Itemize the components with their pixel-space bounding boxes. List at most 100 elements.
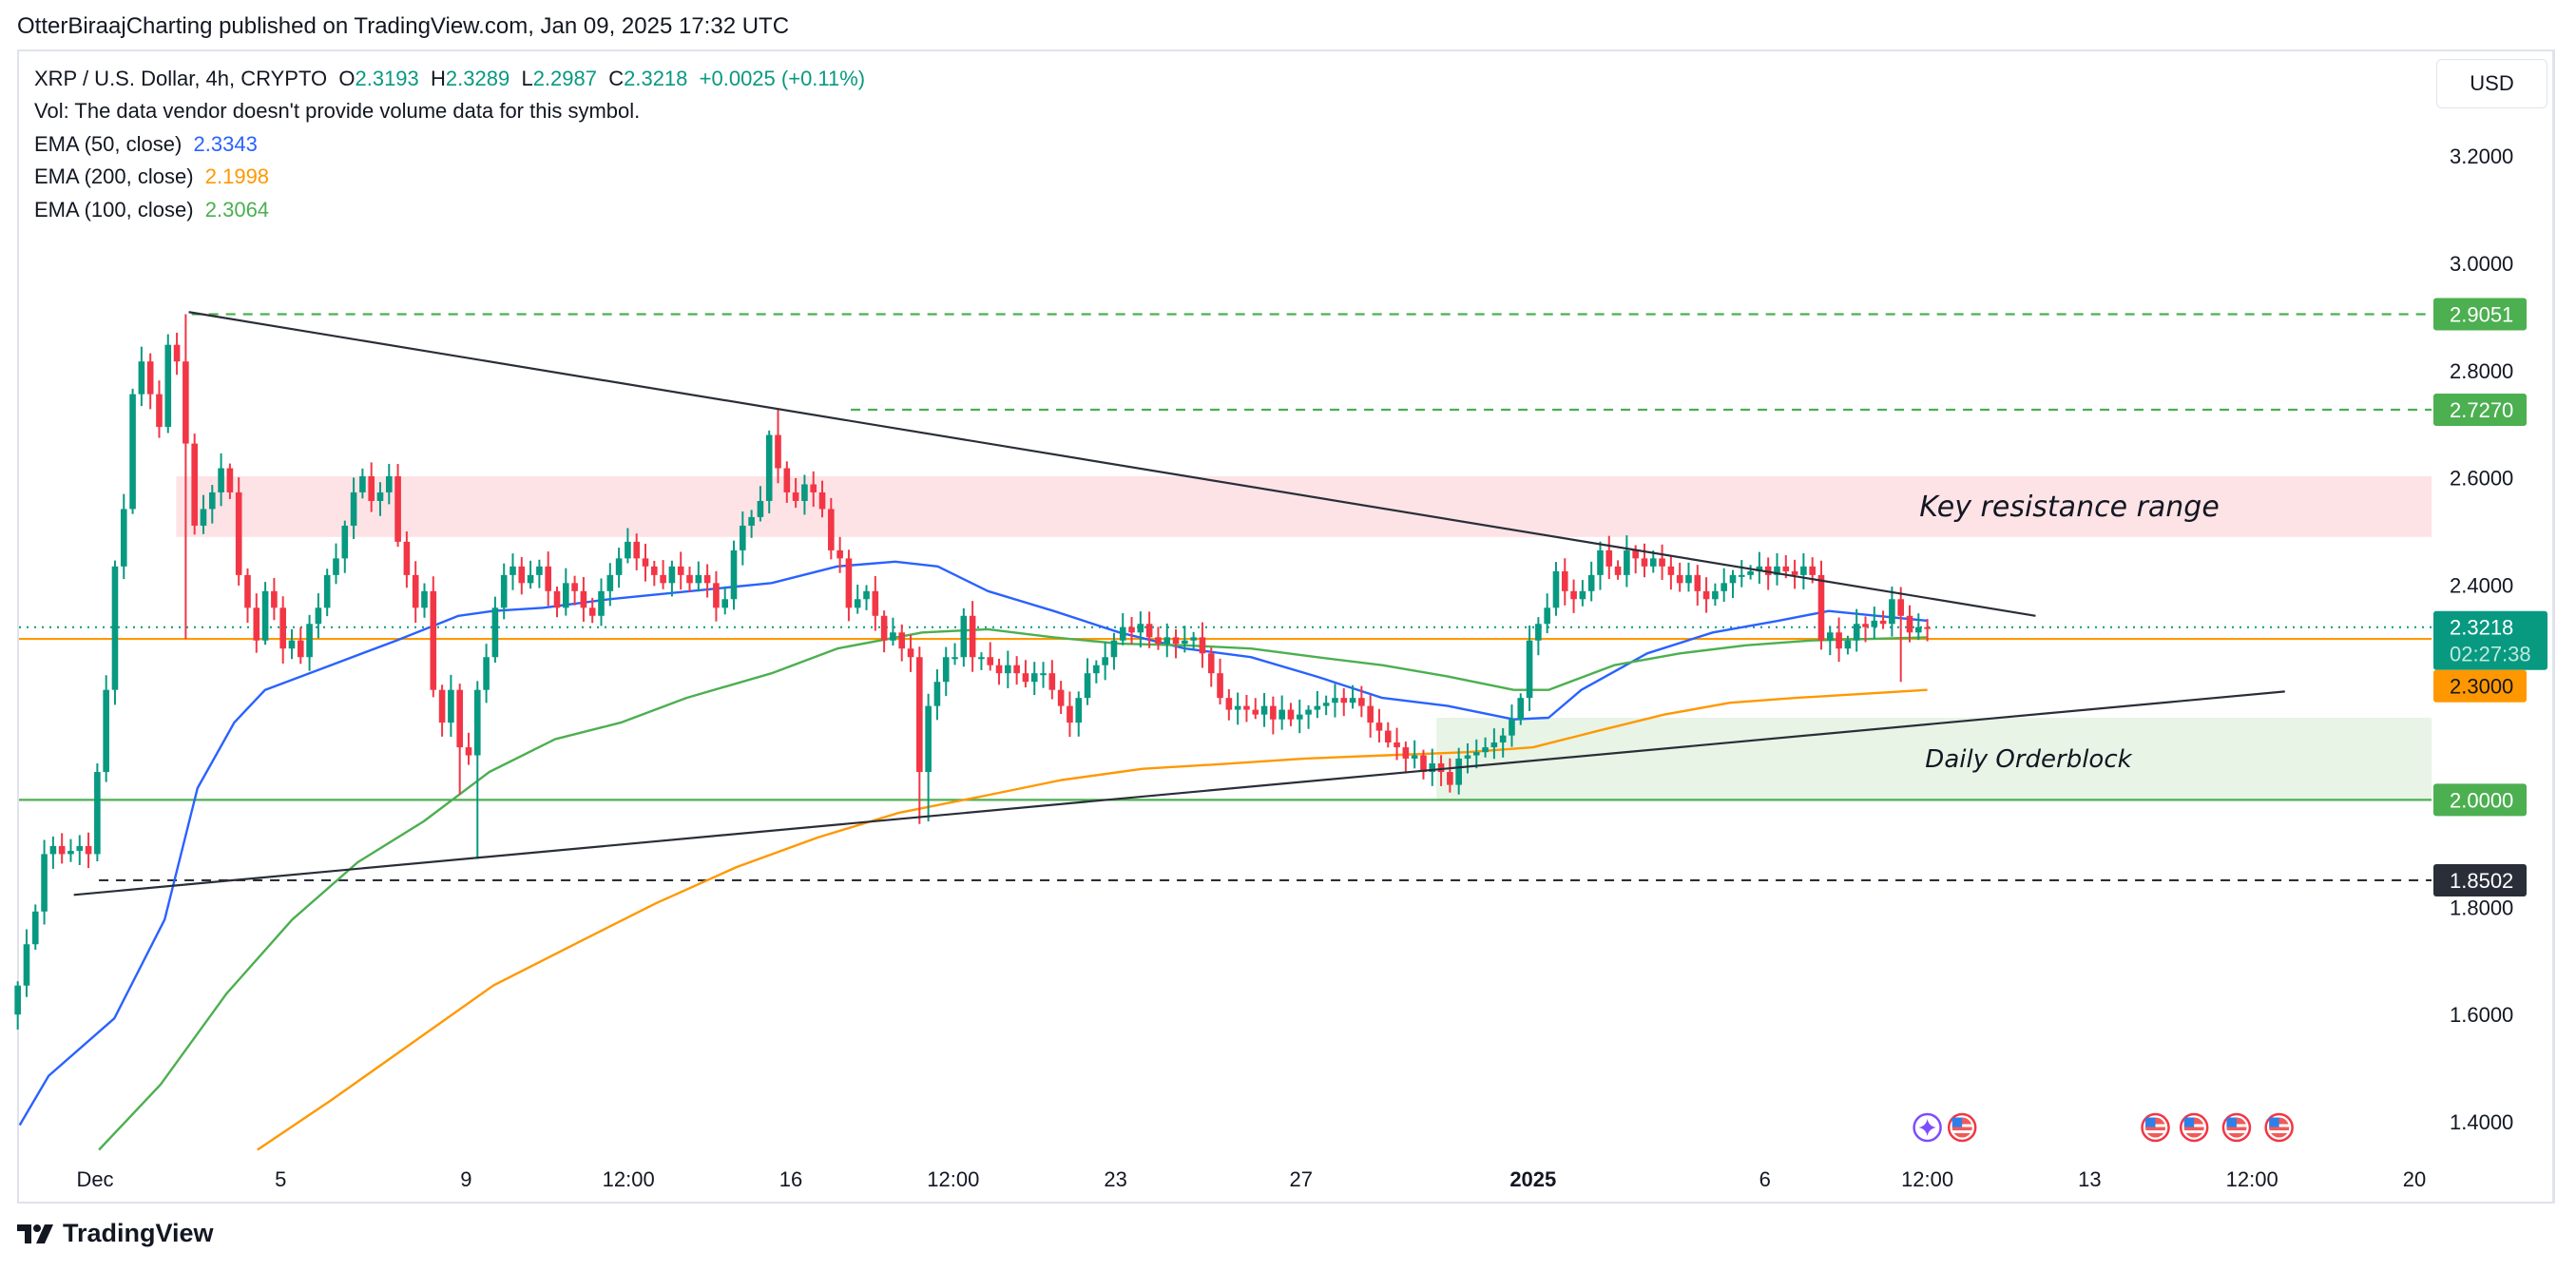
symbol-title[interactable]: XRP / U.S. Dollar, 4h, CRYPTO	[34, 67, 328, 90]
candle[interactable]	[23, 929, 30, 997]
candle[interactable]	[916, 646, 923, 824]
candle[interactable]	[76, 835, 84, 865]
candle[interactable]	[1128, 617, 1135, 645]
candle[interactable]	[1367, 695, 1374, 738]
candle[interactable]	[598, 578, 605, 626]
candle[interactable]	[1800, 553, 1807, 589]
candle[interactable]	[385, 463, 393, 505]
candle[interactable]	[1729, 569, 1737, 599]
candle[interactable]	[350, 477, 357, 539]
candle[interactable]	[341, 520, 349, 573]
candle[interactable]	[1924, 619, 1931, 642]
candle[interactable]	[41, 839, 48, 925]
candle[interactable]	[703, 564, 711, 598]
candle[interactable]	[1102, 642, 1108, 681]
candle[interactable]	[1464, 742, 1471, 774]
candle[interactable]	[1844, 635, 1852, 655]
candle[interactable]	[1322, 695, 1330, 716]
candle[interactable]	[1048, 660, 1056, 700]
candle[interactable]	[438, 684, 446, 737]
legend-ema50[interactable]: EMA (50, close) 2.3343	[34, 132, 258, 157]
candle[interactable]	[1579, 580, 1586, 607]
candle[interactable]	[1225, 689, 1233, 721]
candle[interactable]	[563, 568, 569, 616]
candle[interactable]	[421, 583, 428, 618]
candle[interactable]	[536, 559, 543, 588]
candle[interactable]	[359, 468, 366, 499]
candle[interactable]	[333, 543, 339, 585]
candle[interactable]	[323, 569, 331, 617]
candle[interactable]	[94, 763, 101, 862]
candle[interactable]	[1411, 740, 1418, 769]
candle[interactable]	[1145, 611, 1153, 648]
resistance-zone[interactable]	[176, 476, 2432, 537]
candle[interactable]	[1340, 687, 1348, 717]
candle[interactable]	[1260, 692, 1268, 727]
candle[interactable]	[1597, 541, 1604, 590]
candle[interactable]	[1649, 550, 1657, 573]
candle[interactable]	[1667, 555, 1675, 590]
candle[interactable]	[456, 684, 463, 795]
candle[interactable]	[1517, 693, 1525, 725]
candle[interactable]	[1013, 656, 1020, 685]
candle[interactable]	[1349, 684, 1356, 709]
candle[interactable]	[138, 346, 145, 407]
candle[interactable]	[1614, 560, 1622, 580]
candle[interactable]	[553, 586, 561, 618]
candle[interactable]	[1676, 562, 1683, 592]
candle[interactable]	[146, 353, 154, 410]
candle[interactable]	[111, 560, 119, 705]
candle[interactable]	[1879, 610, 1887, 629]
candle[interactable]	[1278, 695, 1285, 730]
candle[interactable]	[1499, 727, 1507, 758]
candle[interactable]	[394, 464, 401, 548]
candle[interactable]	[1605, 535, 1613, 580]
ascending-trendline[interactable]	[73, 690, 2285, 896]
candle[interactable]	[448, 674, 454, 738]
candle[interactable]	[1057, 681, 1065, 714]
candle[interactable]	[49, 836, 57, 869]
candle[interactable]	[898, 624, 906, 662]
candle[interactable]	[1791, 559, 1798, 589]
candle[interactable]	[1747, 565, 1754, 580]
us-flag-event-icon[interactable]	[2179, 1112, 2209, 1143]
candle[interactable]	[783, 461, 791, 503]
candle[interactable]	[960, 607, 968, 667]
candle[interactable]	[1526, 625, 1533, 711]
candle[interactable]	[1270, 696, 1277, 735]
candle[interactable]	[376, 482, 384, 516]
candle[interactable]	[509, 553, 516, 590]
candle[interactable]	[1836, 617, 1842, 663]
currency-button[interactable]: USD	[2436, 59, 2547, 108]
candle[interactable]	[1447, 758, 1453, 793]
candle[interactable]	[85, 832, 92, 869]
candle[interactable]	[810, 471, 817, 508]
spark-event-icon[interactable]	[1913, 1112, 1942, 1143]
candle[interactable]	[315, 593, 322, 639]
candle[interactable]	[1712, 583, 1719, 607]
candle[interactable]	[1641, 543, 1648, 578]
candle[interactable]	[1721, 568, 1727, 603]
candle[interactable]	[1817, 560, 1825, 650]
candle[interactable]	[1040, 662, 1047, 688]
candle[interactable]	[1455, 747, 1462, 795]
candle[interactable]	[942, 646, 950, 697]
candle[interactable]	[1764, 557, 1772, 590]
candle[interactable]	[1163, 623, 1171, 658]
candle[interactable]	[1332, 684, 1338, 718]
candle[interactable]	[1358, 685, 1365, 718]
candle[interactable]	[1402, 742, 1410, 774]
candle[interactable]	[1509, 704, 1515, 747]
ema100-line[interactable]	[98, 627, 1928, 1151]
candle[interactable]	[952, 643, 958, 665]
candle[interactable]	[465, 732, 472, 765]
candle[interactable]	[1535, 617, 1542, 656]
candle[interactable]	[969, 601, 976, 672]
candle[interactable]	[1561, 558, 1568, 606]
candle[interactable]	[660, 560, 666, 589]
candle[interactable]	[651, 560, 658, 587]
candle[interactable]	[1482, 737, 1489, 758]
candle[interactable]	[1075, 691, 1083, 737]
candle[interactable]	[271, 578, 278, 621]
candle[interactable]	[226, 463, 234, 499]
